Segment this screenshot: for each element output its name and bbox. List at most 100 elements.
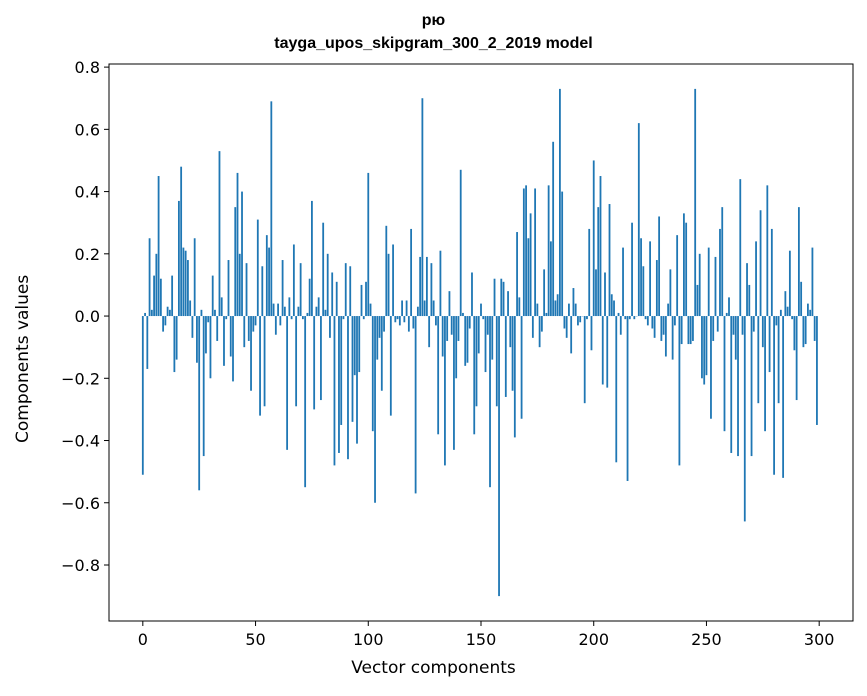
bar: [299, 263, 302, 317]
bar: [707, 247, 710, 317]
bar: [737, 316, 739, 457]
bar: [775, 316, 778, 326]
bar: [543, 269, 546, 317]
bar: [788, 250, 791, 317]
bar: [766, 185, 769, 317]
bar: [516, 232, 518, 317]
bar: [207, 316, 210, 323]
bar: [525, 185, 527, 317]
x-tick-label: 0: [138, 630, 148, 649]
bar: [322, 222, 325, 317]
bar: [671, 316, 674, 360]
bar: [223, 316, 225, 366]
bar: [755, 241, 757, 317]
bar: [689, 316, 692, 345]
bar: [570, 316, 573, 354]
bar: [811, 247, 814, 317]
bar: [177, 200, 180, 317]
bar: [324, 309, 327, 317]
bar: [750, 316, 753, 457]
bar: [759, 210, 762, 317]
bar: [804, 316, 807, 345]
bar: [705, 316, 708, 376]
bar: [770, 228, 773, 317]
y-tick-label: −0.2: [61, 369, 100, 388]
bar: [554, 300, 557, 317]
bar: [617, 312, 620, 317]
bar: [376, 316, 379, 360]
bar: [480, 303, 482, 317]
bar: [306, 312, 309, 317]
bar: [432, 300, 435, 317]
bar: [628, 316, 631, 320]
plot-frame: [108, 63, 854, 622]
bar: [401, 300, 403, 317]
bar: [793, 316, 796, 351]
bar: [662, 316, 665, 335]
bar: [646, 316, 649, 326]
bar: [568, 303, 570, 317]
bar: [407, 316, 410, 332]
bar: [694, 88, 697, 317]
bar: [721, 207, 724, 317]
bar: [180, 166, 183, 317]
bar: [385, 225, 388, 317]
bar: [696, 284, 699, 317]
bar: [182, 247, 185, 317]
bar: [367, 172, 370, 317]
bar: [439, 250, 442, 317]
bar: [809, 309, 812, 317]
bar: [640, 238, 642, 317]
bar: [383, 316, 385, 332]
bar: [430, 263, 433, 317]
bar: [283, 306, 286, 317]
bar: [649, 241, 651, 317]
bar: [552, 141, 555, 317]
bar: [378, 316, 381, 338]
x-tick-label: 300: [804, 630, 835, 649]
bar: [498, 316, 500, 597]
bar: [464, 316, 467, 366]
bar: [191, 316, 194, 338]
bar: [489, 316, 491, 488]
bar: [214, 309, 216, 317]
bar: [356, 316, 358, 444]
bar: [651, 316, 654, 329]
bar: [259, 316, 261, 416]
bar: [331, 272, 334, 317]
bar: [168, 309, 171, 317]
bar: [150, 309, 153, 317]
chart-title-line2: tayga_upos_skipgram_300_2_2019 model: [274, 35, 593, 52]
bar: [604, 272, 606, 317]
bar: [577, 316, 579, 326]
bar: [243, 316, 246, 348]
chart-title-line1: рю: [421, 12, 446, 29]
bar: [795, 316, 798, 401]
bar: [739, 179, 742, 317]
bar: [667, 303, 670, 317]
x-axis-ticks: 0 50 100 150 200 250 300: [138, 621, 835, 649]
bar: [590, 316, 593, 351]
bar: [728, 297, 730, 317]
bar: [807, 303, 809, 317]
bar: [412, 316, 415, 329]
bar: [281, 260, 284, 317]
bar: [286, 316, 289, 450]
bar: [791, 316, 794, 320]
bar: [326, 253, 329, 317]
bar: [304, 316, 307, 488]
bar: [423, 300, 426, 317]
bar: [290, 316, 293, 320]
bar: [572, 288, 575, 317]
bar: [559, 88, 561, 317]
bar: [425, 256, 428, 317]
bar: [583, 316, 586, 404]
bar: [392, 244, 394, 317]
bar: [613, 300, 615, 317]
bar: [148, 238, 151, 317]
bar: [311, 200, 313, 317]
bar: [622, 247, 624, 317]
bar: [502, 281, 505, 317]
bar: [615, 316, 618, 463]
bar: [786, 306, 789, 317]
